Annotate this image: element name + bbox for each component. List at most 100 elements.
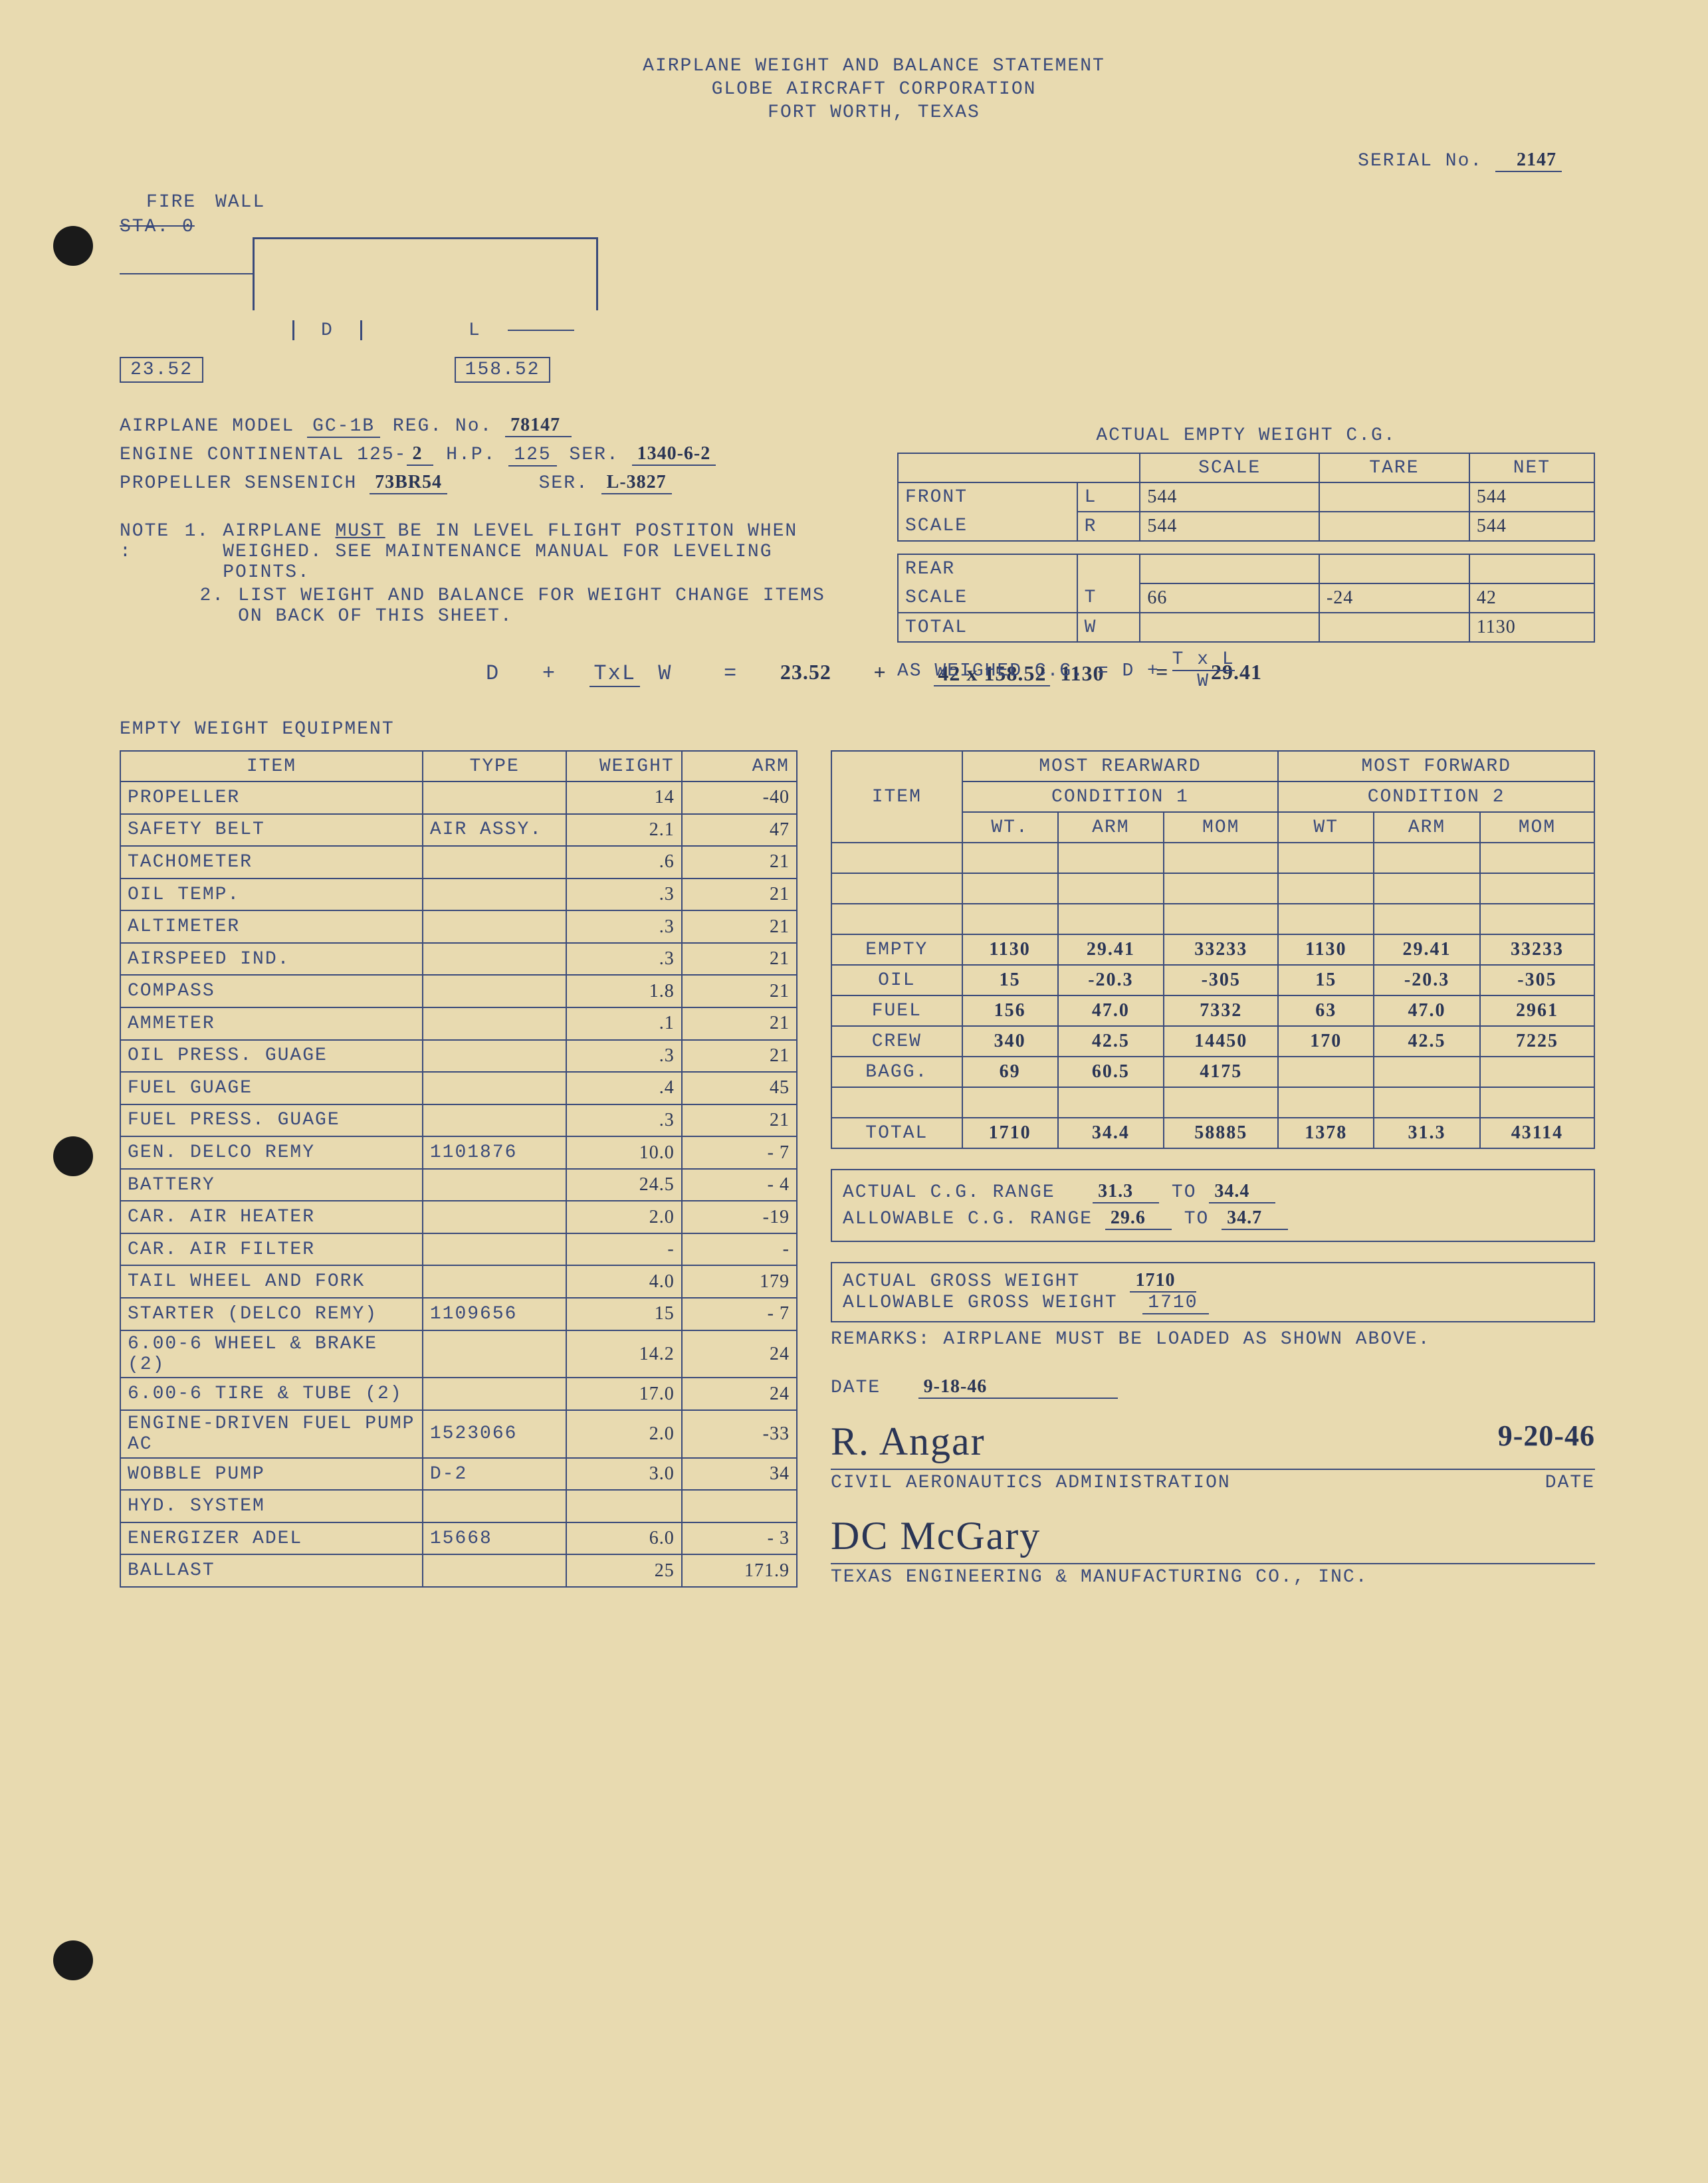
cg-table: SCALE TARE NET FRONT L 544 544 SCALE R 5… (897, 453, 1595, 643)
note-2-num: 2. (185, 585, 225, 627)
eq-weight: 10.0 (566, 1136, 681, 1169)
wall-label: WALL (215, 192, 265, 213)
prop-value: 73BR54 (370, 472, 447, 494)
asweighed-label: AS WEIGHED C.G. = D + (897, 661, 1160, 681)
allow-gw-label: ALLOWABLE GROSS WEIGHT (843, 1293, 1118, 1313)
eq-weight: 2.1 (566, 814, 681, 847)
f-plus: + (542, 661, 556, 686)
engine-suffix: 2 (407, 443, 433, 466)
note-2-text: LIST WEIGHT AND BALANCE FOR WEIGHT CHANG… (238, 585, 851, 627)
title: AIRPLANE WEIGHT AND BALANCE STATEMENT (120, 56, 1628, 76)
eq-type: 1523066 (423, 1410, 567, 1458)
prop-ser: L-3827 (601, 472, 672, 494)
to2: TO (1184, 1209, 1210, 1229)
c-arm2 (1374, 873, 1480, 904)
table-row (831, 904, 1594, 934)
eq-item: CAR. AIR HEATER (120, 1201, 423, 1233)
c-arm1: 34.4 (1058, 1118, 1164, 1148)
eq-arm: 45 (682, 1072, 797, 1104)
eq-arm: 21 (682, 975, 797, 1007)
d-label: D (321, 320, 334, 341)
actual-cg-label: ACTUAL C.G. RANGE (843, 1182, 1055, 1203)
sta-label: STA. 0 (120, 217, 598, 237)
c-arm1: 47.0 (1058, 995, 1164, 1026)
eq-weight: 17.0 (566, 1378, 681, 1410)
c-mom2 (1480, 873, 1594, 904)
eq-type (423, 1040, 567, 1073)
eq-type (423, 1169, 567, 1201)
eq-item: HYD. SYSTEM (120, 1490, 423, 1522)
eq-arm: - (682, 1233, 797, 1266)
c-mom2: 43114 (1480, 1118, 1594, 1148)
eq-item: TACHOMETER (120, 846, 423, 879)
actual-gw: 1710 (1130, 1270, 1196, 1293)
eq-arm: - 4 (682, 1169, 797, 1201)
eq-arm: 179 (682, 1265, 797, 1298)
c-mom1 (1164, 843, 1278, 873)
col-type: TYPE (423, 751, 567, 781)
c-mom2: 7225 (1480, 1026, 1594, 1057)
c-item: OIL (831, 965, 962, 995)
dim-l: 158.52 (455, 357, 551, 383)
eq-arm: -33 (682, 1410, 797, 1458)
eq-type (423, 1072, 567, 1104)
cg-weight-section: ACTUAL EMPTY WEIGHT C.G. SCALE TARE NET … (897, 425, 1595, 692)
right-column: ITEM MOST REARWARD MOST FORWARD CONDITIO… (831, 750, 1595, 1588)
c-arm1: 60.5 (1058, 1057, 1164, 1087)
table-row: OIL15-20.3-30515-20.3-305 (831, 965, 1594, 995)
c-mom2 (1480, 904, 1594, 934)
actual-cg-from: 31.3 (1093, 1181, 1159, 1203)
eq-type: D-2 (423, 1458, 567, 1491)
txl: T x L (1172, 649, 1235, 671)
col-item2: ITEM (831, 751, 962, 843)
c-mom2 (1480, 1087, 1594, 1118)
table-row: ENGINE-DRIVEN FUEL PUMP AC15230662.0-33 (120, 1410, 797, 1458)
total-scale (1140, 613, 1319, 642)
c-arm1 (1058, 904, 1164, 934)
eq-item: 6.00-6 WHEEL & BRAKE (2) (120, 1330, 423, 1378)
eq-weight: .4 (566, 1072, 681, 1104)
eq-weight: 2.0 (566, 1410, 681, 1458)
c-item (831, 904, 962, 934)
eq-arm: 21 (682, 943, 797, 976)
eq-arm: 21 (682, 846, 797, 879)
cond1: CONDITION 1 (962, 781, 1279, 812)
ser-label: SER. (570, 445, 619, 465)
c-wt2: 170 (1278, 1026, 1374, 1057)
l-label: L (469, 320, 481, 341)
eq-type (423, 943, 567, 976)
eq-arm: 24 (682, 1330, 797, 1378)
c-wt2 (1278, 904, 1374, 934)
front-r-tare (1319, 512, 1469, 541)
signature-1-date: 9-20-46 (1498, 1419, 1595, 1465)
c-arm1: -20.3 (1058, 965, 1164, 995)
table-row: OIL TEMP..321 (120, 879, 797, 911)
eq-type (423, 1378, 567, 1410)
rear-net: 42 (1469, 583, 1594, 613)
engine-label: ENGINE CONTINENTAL 125- (120, 445, 407, 465)
note-1-must: MUST (335, 521, 385, 542)
cg-range-box: ACTUAL C.G. RANGE 31.3 TO 34.4 ALLOWABLE… (831, 1169, 1595, 1242)
c-item: CREW (831, 1026, 962, 1057)
row-total-sub: W (1077, 613, 1140, 642)
table-row: BAGG.6960.54175 (831, 1057, 1594, 1087)
c-mom1: 4175 (1164, 1057, 1278, 1087)
engine-ser: 1340-6-2 (632, 443, 716, 466)
rear-title: MOST REARWARD (962, 751, 1279, 781)
table-row: CAR. AIR FILTER-- (120, 1233, 797, 1266)
c-item (831, 843, 962, 873)
as-weighed-formula: AS WEIGHED C.G. = D + T x L W (897, 649, 1595, 692)
signatures: DATE 9-18-46 R. Angar 9-20-46 CIVIL AERO… (831, 1376, 1595, 1588)
eq-weight: 4.0 (566, 1265, 681, 1298)
eq-weight: .3 (566, 943, 681, 976)
eq-arm: 21 (682, 1007, 797, 1040)
allow-cg-from: 29.6 (1105, 1207, 1172, 1230)
col-weight: WEIGHT (566, 751, 681, 781)
eq-item: WOBBLE PUMP (120, 1458, 423, 1491)
table-row: BATTERY24.5- 4 (120, 1169, 797, 1201)
eq-arm: 24 (682, 1378, 797, 1410)
hp-label: H.P. (446, 445, 496, 465)
eq-type: 1101876 (423, 1136, 567, 1169)
signature-2: DC McGary (831, 1514, 1041, 1558)
c-mom1: 33233 (1164, 934, 1278, 965)
